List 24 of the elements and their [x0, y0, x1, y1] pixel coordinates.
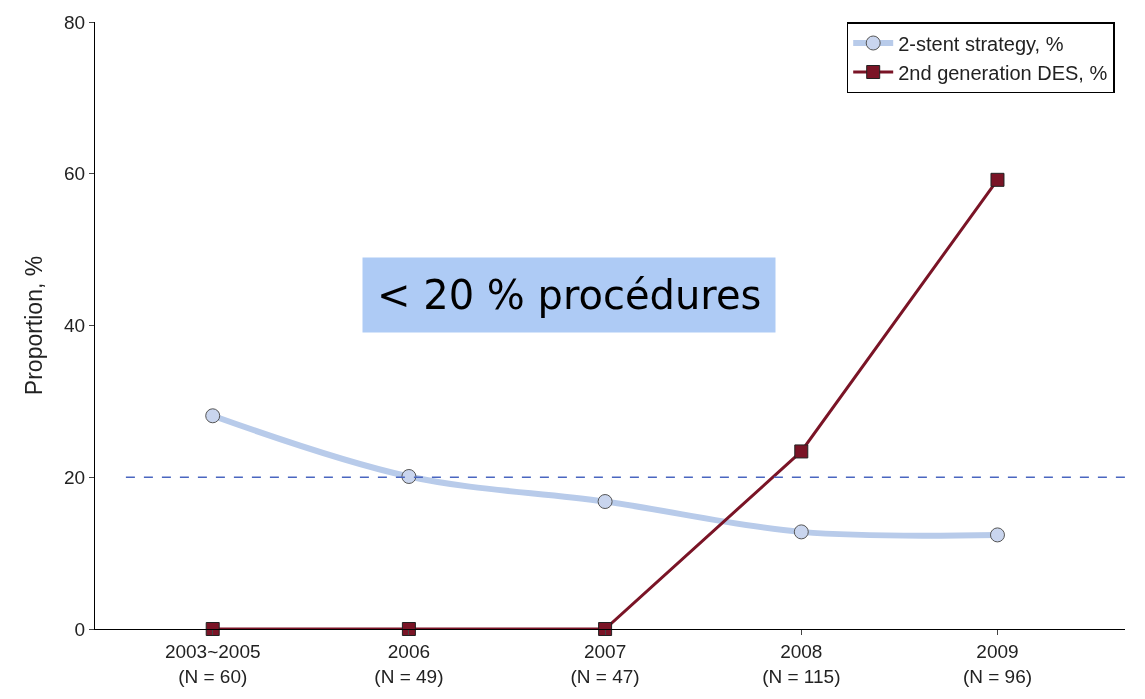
x-tick-label: 2007 (N = 47) [570, 640, 640, 687]
point [989, 527, 1005, 543]
y-tick-label: 20 [64, 466, 86, 488]
y-tick-label: 0 [74, 618, 86, 640]
point [205, 622, 220, 636]
point [401, 468, 417, 484]
y-tick-label: 80 [64, 11, 86, 33]
y-axis-title: Proportion, % [20, 255, 47, 396]
y-tick-label: 40 [64, 315, 86, 337]
x-tick-label: 2006 (N = 49) [374, 640, 444, 687]
point [598, 622, 613, 636]
point [401, 622, 416, 636]
point [793, 524, 809, 540]
point [597, 494, 613, 510]
annotation: < 20 % procédures [377, 272, 762, 318]
y-tick-label: 60 [64, 163, 86, 185]
point [794, 444, 809, 459]
x-tick-label: 2009 (N = 96) [962, 640, 1033, 687]
point [205, 408, 221, 424]
legend-label: 2-stent strategy, % [898, 32, 1064, 55]
x-tick-label: 2008 (N = 115) [762, 640, 841, 687]
point [990, 172, 1005, 187]
legend-label: 2nd generation DES, % [898, 61, 1108, 84]
x-tick-label: 2003~2005 (N = 60) [164, 640, 261, 687]
